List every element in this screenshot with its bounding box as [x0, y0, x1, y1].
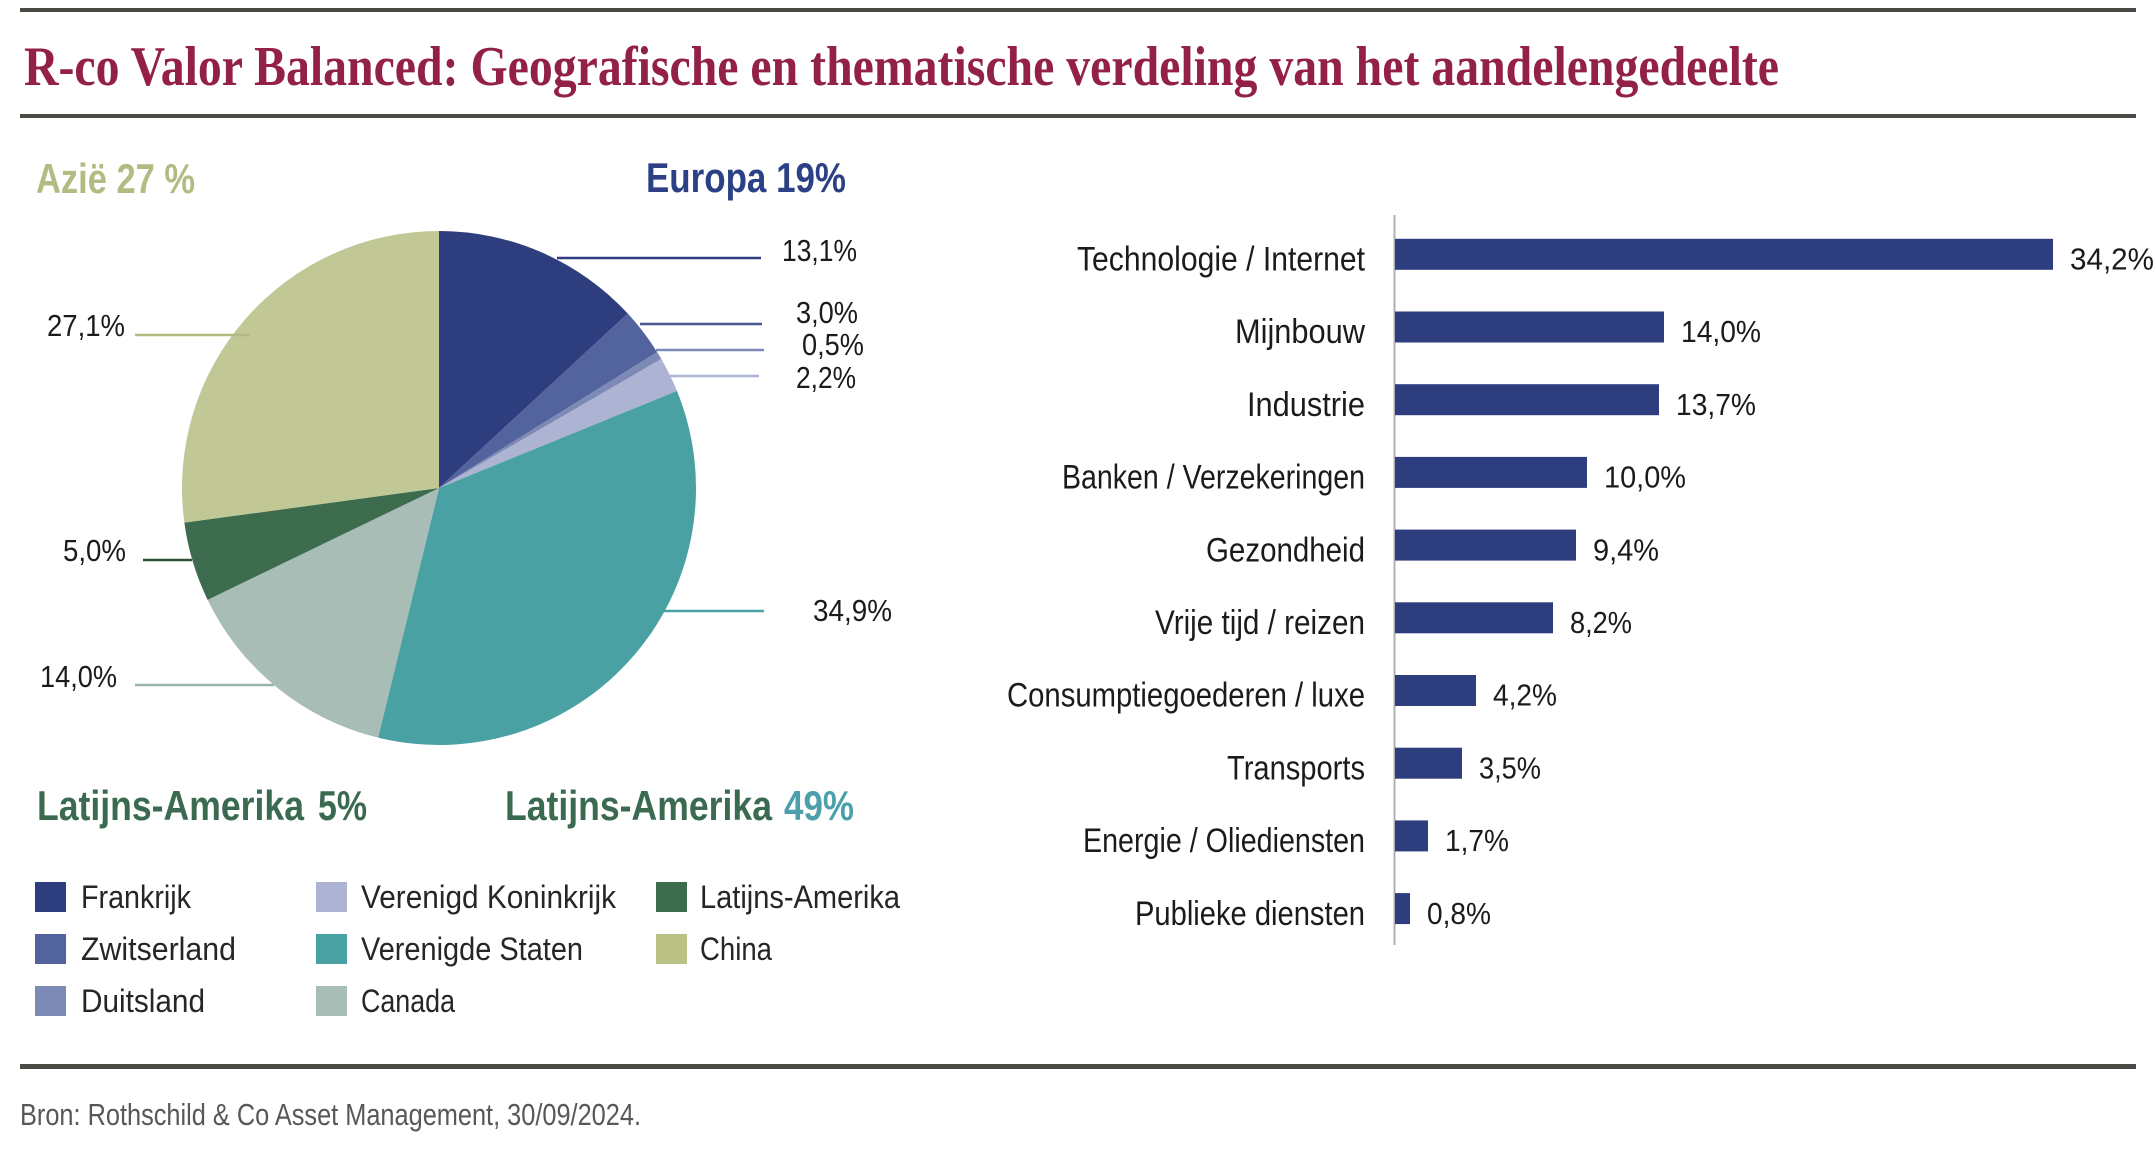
- svg-text:Technologie / Internet: Technologie / Internet: [1077, 241, 1365, 279]
- svg-text:27,1%: 27,1%: [47, 308, 125, 343]
- svg-text:Energie / Oliediensten: Energie / Oliediensten: [1083, 822, 1365, 860]
- svg-text:49%: 49%: [784, 782, 854, 829]
- svg-text:Consumptiegoederen / luxe: Consumptiegoederen / luxe: [1007, 677, 1365, 715]
- svg-text:4,2%: 4,2%: [1493, 678, 1557, 713]
- svg-text:1,7%: 1,7%: [1445, 823, 1509, 858]
- svg-text:9,4%: 9,4%: [1593, 532, 1659, 567]
- svg-text:34,2%: 34,2%: [2070, 242, 2154, 277]
- svg-text:5,0%: 5,0%: [63, 533, 126, 568]
- svg-text:13,7%: 13,7%: [1676, 387, 1756, 422]
- svg-text:Latijns-Amerika: Latijns-Amerika: [37, 782, 305, 829]
- svg-text:Europa 19%: Europa 19%: [646, 154, 846, 201]
- svg-text:Gezondheid: Gezondheid: [1206, 531, 1365, 569]
- svg-text:0,8%: 0,8%: [1427, 896, 1491, 931]
- svg-text:3,0%: 3,0%: [796, 295, 858, 330]
- svg-text:Latijns-Amerika: Latijns-Amerika: [700, 879, 900, 915]
- svg-text:R-co Valor Balanced: Geografis: R-co Valor Balanced: Geografische en the…: [24, 36, 1779, 98]
- svg-text:10,0%: 10,0%: [1604, 460, 1686, 495]
- svg-text:Transports: Transports: [1227, 749, 1365, 787]
- svg-text:0,5%: 0,5%: [802, 327, 864, 362]
- svg-text:Verenigd Koninkrijk: Verenigd Koninkrijk: [361, 879, 617, 915]
- svg-text:Publieke diensten: Publieke diensten: [1135, 895, 1365, 933]
- svg-text:14,0%: 14,0%: [1681, 314, 1761, 349]
- svg-text:5%: 5%: [318, 782, 367, 829]
- svg-text:2,2%: 2,2%: [796, 360, 856, 395]
- svg-text:Canada: Canada: [361, 983, 455, 1019]
- svg-text:Verenigde Staten: Verenigde Staten: [361, 931, 583, 967]
- svg-text:Zwitserland: Zwitserland: [81, 931, 236, 967]
- svg-text:Mijnbouw: Mijnbouw: [1235, 313, 1365, 351]
- svg-text:Banken / Verzekeringen: Banken / Verzekeringen: [1062, 459, 1365, 497]
- svg-text:China: China: [700, 931, 772, 967]
- svg-text:Duitsland: Duitsland: [81, 983, 205, 1019]
- svg-text:Industrie: Industrie: [1247, 386, 1365, 424]
- svg-text:Latijns-Amerika: Latijns-Amerika: [505, 782, 773, 829]
- svg-text:34,9%: 34,9%: [813, 593, 892, 628]
- svg-text:Azië 27 %: Azië 27 %: [36, 155, 195, 202]
- svg-text:Bron: Rothschild & Co Asset Ma: Bron: Rothschild & Co Asset Management, …: [20, 1097, 641, 1132]
- svg-text:Vrije tijd / reizen: Vrije tijd / reizen: [1155, 604, 1365, 642]
- svg-text:8,2%: 8,2%: [1570, 605, 1632, 640]
- svg-text:13,1%: 13,1%: [782, 233, 857, 268]
- svg-text:14,0%: 14,0%: [40, 659, 117, 694]
- svg-text:Frankrijk: Frankrijk: [81, 879, 192, 915]
- svg-text:3,5%: 3,5%: [1479, 750, 1541, 785]
